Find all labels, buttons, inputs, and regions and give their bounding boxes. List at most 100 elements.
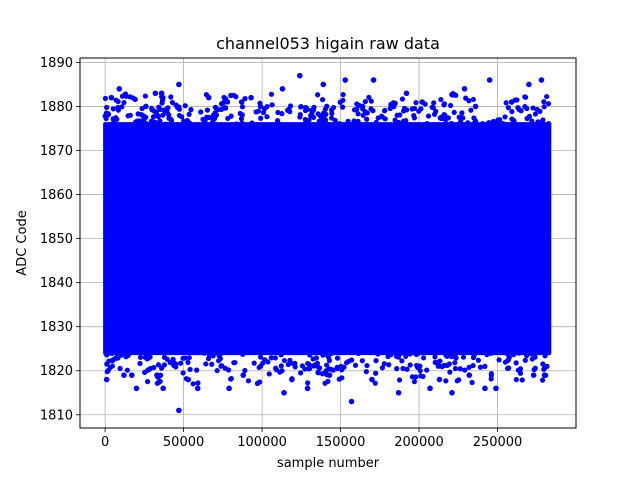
band-edge-point xyxy=(325,378,331,384)
band-edge-point xyxy=(544,93,550,100)
band-edge-point xyxy=(477,364,484,370)
band-edge-point xyxy=(233,94,239,100)
data-point xyxy=(348,398,355,405)
data-point xyxy=(176,81,182,88)
band-edge-point xyxy=(404,107,410,113)
band-edge-point xyxy=(164,106,170,112)
band-edge-point xyxy=(334,355,341,361)
data-point xyxy=(326,372,333,378)
data-point xyxy=(281,389,287,396)
band-edge-point xyxy=(274,118,281,124)
band-edge-point xyxy=(431,100,437,106)
band-edge-point xyxy=(360,112,366,118)
band-edge-point xyxy=(269,102,275,108)
band-edge-point xyxy=(287,357,293,363)
data-point xyxy=(449,389,455,396)
band-edge-point xyxy=(264,114,270,120)
band-edge-point xyxy=(275,109,281,116)
band-edge-point xyxy=(319,120,325,126)
band-edge-point xyxy=(105,111,112,118)
band-edge-point xyxy=(340,92,346,98)
band-edge-point xyxy=(311,104,317,110)
band-edge-point xyxy=(542,353,548,359)
data-points xyxy=(103,72,548,414)
band-edge-point xyxy=(125,352,131,358)
band-edge-point xyxy=(240,351,246,357)
band-edge-point xyxy=(233,121,240,127)
dense-data-band xyxy=(102,91,552,387)
band-edge-point xyxy=(522,357,528,363)
band-edge-point xyxy=(394,366,400,372)
band-edge-point xyxy=(379,365,386,371)
band-edge-point xyxy=(157,378,163,385)
data-point xyxy=(526,81,532,88)
band-edge-point xyxy=(514,97,520,103)
x-tick-label: 250000 xyxy=(473,435,523,450)
band-edge-point xyxy=(168,118,175,124)
band-edge-point xyxy=(488,350,494,356)
band-edge-point xyxy=(266,371,272,377)
data-point xyxy=(289,376,295,383)
band-edge-point xyxy=(279,111,285,117)
band-edge-point xyxy=(155,362,162,368)
band-edge-point xyxy=(298,370,304,376)
band-edge-point xyxy=(273,367,280,373)
band-edge-point xyxy=(217,356,223,362)
band-edge-point xyxy=(219,363,225,369)
band-edge-point xyxy=(211,116,218,122)
band-edge-point xyxy=(411,379,418,385)
band-edge-point xyxy=(396,377,403,383)
band-edge-point xyxy=(420,373,426,380)
band-edge-point xyxy=(359,358,365,364)
band-edge-point xyxy=(420,355,427,361)
band-edge-point xyxy=(173,364,179,370)
band-edge-point xyxy=(524,115,530,122)
y-axis: 1810 1820 1830 1840 1850 1860 1870 1880 1890 xyxy=(40,56,80,423)
band-edge-point xyxy=(195,380,201,386)
band-edge-point xyxy=(135,111,141,117)
band-edge-point xyxy=(186,355,192,361)
band-edge-point xyxy=(518,108,524,114)
band-edge-point xyxy=(314,360,320,366)
band-edge-point xyxy=(209,361,215,367)
band-edge-point xyxy=(413,100,419,106)
band-edge-point xyxy=(163,121,169,127)
data-point xyxy=(461,86,468,92)
band-edge-point xyxy=(159,97,166,103)
band-edge-point xyxy=(505,105,511,111)
band-edge-point xyxy=(278,363,284,369)
band-edge-point xyxy=(465,120,471,126)
band-edge-point xyxy=(482,363,488,369)
band-edge-point xyxy=(222,105,228,111)
band-edge-point xyxy=(260,109,267,116)
band-edge-point xyxy=(444,352,450,358)
band-edge-point xyxy=(396,352,402,358)
data-point xyxy=(493,385,499,392)
band-edge-point xyxy=(124,367,130,373)
band-edge-point xyxy=(429,104,435,110)
band-edge-point xyxy=(202,118,208,124)
band-edge-point xyxy=(513,360,519,366)
band-edge-point xyxy=(418,106,424,112)
band-edge-point xyxy=(119,93,126,99)
data-point xyxy=(466,372,473,378)
data-point xyxy=(482,385,488,392)
band-edge-point xyxy=(517,370,524,376)
band-edge-point xyxy=(214,367,220,374)
band-edge-point xyxy=(251,360,257,366)
band-edge-point xyxy=(407,362,413,368)
data-point xyxy=(508,99,515,105)
band-edge-point xyxy=(132,96,138,102)
band-edge-point xyxy=(310,356,316,362)
band-edge-point xyxy=(307,352,313,358)
band-edge-point xyxy=(462,367,468,373)
data-point xyxy=(160,385,166,392)
y-axis-label: ADC Code xyxy=(15,210,30,275)
data-point xyxy=(541,372,548,378)
band-edge-point xyxy=(210,353,216,359)
band-edge-point xyxy=(355,118,361,124)
band-edge-point xyxy=(407,351,413,357)
band-edge-point xyxy=(413,362,420,369)
data-point xyxy=(403,90,410,97)
y-tick-label: 1850 xyxy=(40,232,73,247)
